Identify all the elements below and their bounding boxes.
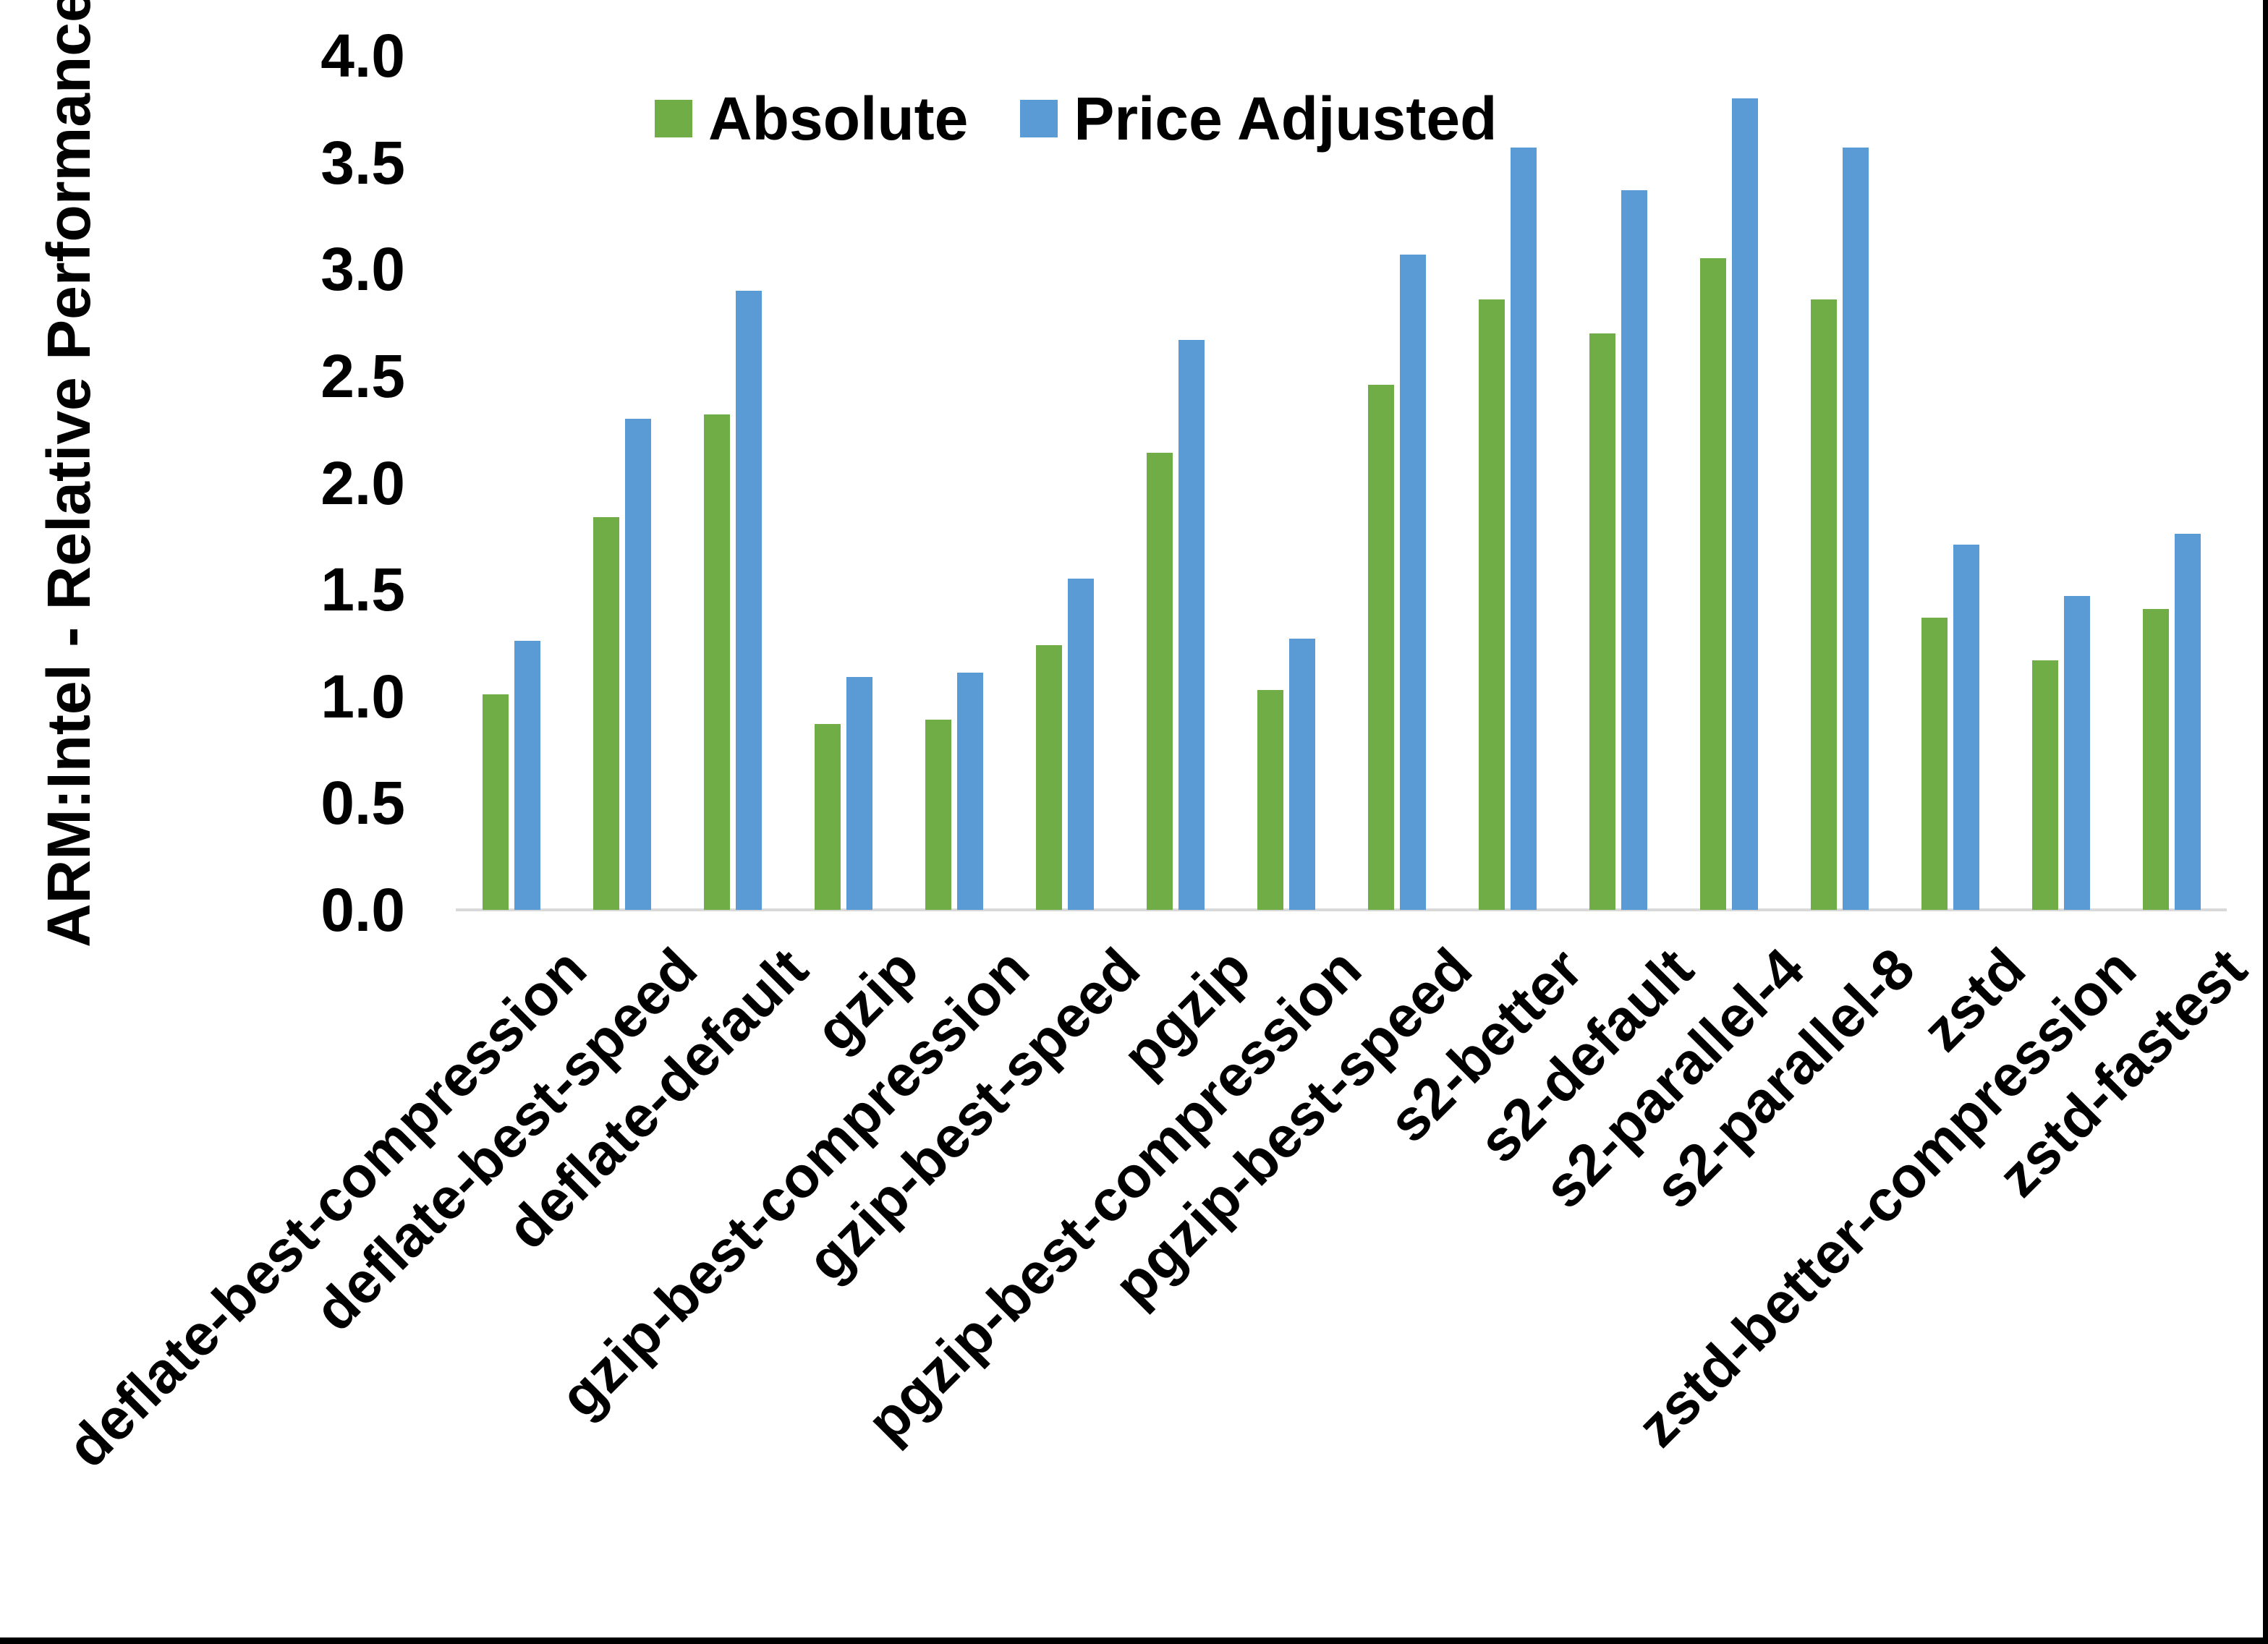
bar-absolute-deflate-best-speed bbox=[593, 516, 619, 910]
y-tick-label-0.0: 0.0 bbox=[320, 876, 405, 944]
bar-price-adjusted-zstd bbox=[1953, 545, 1979, 910]
bar-price-adjusted-deflate-best-compression bbox=[514, 640, 540, 910]
legend-swatch-price-adjusted bbox=[1020, 100, 1058, 137]
y-tick-label-0.5: 0.5 bbox=[320, 769, 405, 838]
bar-price-adjusted-gzip-best-speed bbox=[1068, 579, 1094, 910]
legend-label-price-adjusted: Price Adjusted bbox=[1074, 84, 1498, 153]
bar-absolute-zstd bbox=[1921, 617, 1948, 910]
bar-absolute-s2-parallel-4 bbox=[1700, 258, 1726, 910]
bar-price-adjusted-s2-default bbox=[1621, 190, 1647, 910]
bar-absolute-deflate-default bbox=[704, 414, 730, 910]
legend-swatch-absolute bbox=[655, 100, 692, 137]
legend-entry-absolute: Absolute bbox=[655, 84, 968, 154]
legend: Absolute Price Adjusted bbox=[655, 81, 1497, 156]
y-tick-label-3.0: 3.0 bbox=[320, 235, 405, 304]
right-border bbox=[2263, 0, 2268, 1644]
bar-absolute-s2-better bbox=[1479, 299, 1505, 910]
bar-absolute-zstd-better-compression bbox=[2032, 660, 2058, 910]
y-tick-label-1.0: 1.0 bbox=[320, 662, 405, 731]
bar-price-adjusted-gzip-best-compression bbox=[957, 673, 983, 910]
legend-entry-price-adjusted: Price Adjusted bbox=[1020, 84, 1497, 154]
bar-absolute-deflate-best-compression bbox=[483, 694, 509, 910]
bar-absolute-pgzip bbox=[1147, 453, 1173, 910]
y-axis-title: ARM:Intel - Relative Performance bbox=[35, 0, 103, 947]
y-tick-label-3.5: 3.5 bbox=[320, 128, 405, 197]
x-axis-line bbox=[456, 908, 2227, 911]
bar-price-adjusted-pgzip bbox=[1178, 339, 1205, 910]
bar-price-adjusted-s2-parallel-4 bbox=[1732, 98, 1758, 910]
bar-price-adjusted-deflate-best-speed bbox=[625, 418, 651, 910]
bar-absolute-pgzip-best-speed bbox=[1368, 384, 1394, 910]
bar-price-adjusted-s2-parallel-8 bbox=[1843, 147, 1869, 910]
y-tick-label-4.0: 4.0 bbox=[320, 22, 405, 90]
bar-absolute-s2-default bbox=[1589, 333, 1615, 910]
bar-price-adjusted-deflate-default bbox=[736, 290, 762, 910]
bar-absolute-pgzip-best-compression bbox=[1257, 689, 1283, 910]
bar-absolute-gzip bbox=[815, 724, 841, 910]
bar-price-adjusted-zstd-better-compression bbox=[2064, 595, 2090, 910]
bar-absolute-zstd-fastest bbox=[2143, 608, 2169, 910]
bar-price-adjusted-pgzip-best-speed bbox=[1400, 254, 1426, 910]
y-tick-label-2.0: 2.0 bbox=[320, 448, 405, 517]
bar-price-adjusted-pgzip-best-compression bbox=[1289, 639, 1315, 910]
bar-absolute-gzip-best-speed bbox=[1036, 644, 1062, 910]
legend-label-absolute: Absolute bbox=[708, 84, 969, 153]
bottom-border bbox=[0, 1637, 2268, 1644]
bar-absolute-s2-parallel-8 bbox=[1811, 299, 1837, 910]
bar-price-adjusted-zstd-fastest bbox=[2175, 534, 2201, 910]
y-tick-label-1.5: 1.5 bbox=[320, 555, 405, 624]
bar-price-adjusted-gzip bbox=[846, 677, 872, 910]
y-tick-label-2.5: 2.5 bbox=[320, 341, 405, 410]
bar-price-adjusted-s2-better bbox=[1511, 147, 1537, 910]
bar-absolute-gzip-best-compression bbox=[925, 720, 951, 910]
